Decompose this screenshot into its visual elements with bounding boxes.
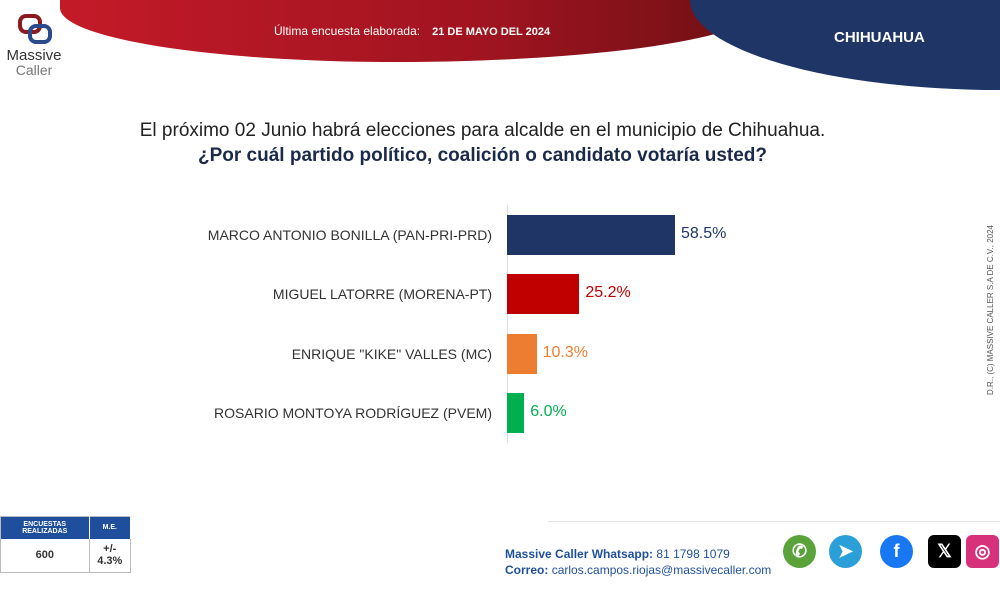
email-label: Correo: [505,563,549,577]
category-label: ENRIQUE "KIKE" VALLES (MC) [291,346,492,362]
chart-axis [507,205,508,443]
question-intro: El próximo 02 Junio habrá elecciones par… [139,120,826,141]
header-margin: M.E. [89,516,132,539]
contact-info: Massive Caller Whatsapp: 81 1798 1079 Co… [505,546,771,578]
logo-text-2: Caller [15,62,53,78]
copyright: D.R., (C) MASSIVE CALLER S.A DE C.V., 20… [986,225,995,395]
survey-date: 21 DE MAYO DEL 2024 [432,26,551,38]
state-label: CHIHUAHUA [834,29,925,46]
bar [507,393,525,433]
bar [507,215,675,255]
header-surveys: ENCUESTAS REALIZADAS [0,516,90,539]
instagram-icon[interactable]: ◎ [966,535,999,568]
value-label: 10.3% [542,344,588,361]
divider [548,521,1000,522]
bar [507,274,580,314]
surveys-count: 600 [0,538,90,573]
telegram-icon[interactable]: ➤ [829,535,862,568]
stats-table: ENCUESTAS REALIZADAS M.E. 600 +/- 4.3% [0,516,132,573]
value-label: 58.5% [681,225,727,242]
whatsapp-icon[interactable]: ✆ [783,535,816,568]
category-label: MIGUEL LATORRE (MORENA-PT) [272,286,492,302]
survey-label: Última encuesta elaborada: [274,24,421,38]
x-icon[interactable]: 𝕏 [928,535,961,568]
logo-text-1: Massive [6,47,62,64]
survey-date-line: Última encuesta elaborada: 21 DE MAYO DEL… [274,24,550,38]
value-label: 6.0% [530,403,567,420]
logo: Massive Caller [2,12,66,77]
chat-bubbles-icon [14,12,54,48]
value-label: 25.2% [585,284,631,301]
category-label: MARCO ANTONIO BONILLA (PAN-PRI-PRD) [207,227,492,243]
bar [507,334,537,374]
facebook-icon[interactable]: f [880,535,913,568]
whatsapp-number[interactable]: 81 1798 1079 [656,547,730,561]
whatsapp-label: Massive Caller Whatsapp: [505,547,654,561]
question-title: ¿Por cuál partido político, coalición o … [197,145,768,166]
category-label: ROSARIO MONTOYA RODRÍGUEZ (PVEM) [214,405,492,421]
email-link[interactable]: carlos.campos.riojas@massivecaller.com [551,563,772,577]
margin-error: +/- 4.3% [89,538,132,573]
